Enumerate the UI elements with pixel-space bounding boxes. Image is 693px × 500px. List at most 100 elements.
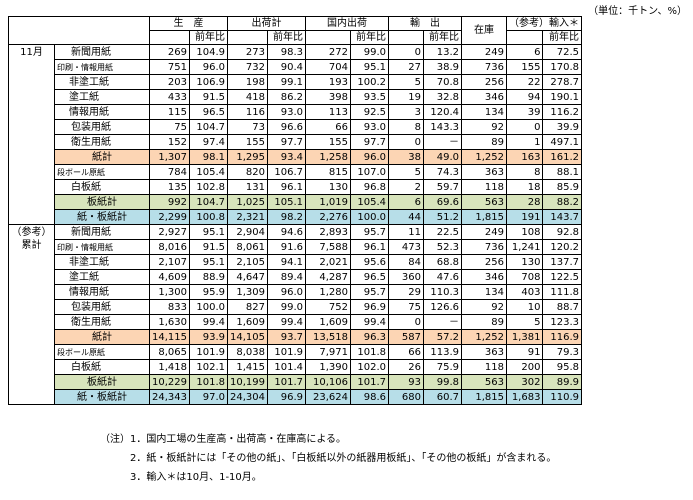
value-cell: 2,299 (149, 209, 190, 225)
value-cell: 7,971 (305, 344, 351, 360)
value-cell: 2,105 (227, 254, 268, 270)
value-cell: 49.0 (423, 149, 462, 165)
row-label: 白板紙 (54, 179, 150, 195)
value-cell: 99.1 (267, 74, 306, 90)
value-cell: 51.2 (423, 209, 462, 225)
value-cell: 1,609 (305, 314, 351, 330)
value-cell: 90.4 (267, 59, 306, 75)
value-cell: 827 (227, 299, 268, 315)
value-cell: 473 (388, 239, 424, 255)
value-cell: 88.7 (542, 299, 582, 315)
value-cell: 363 (461, 164, 507, 180)
column-header: 出荷計 (227, 16, 306, 31)
subheader-blank (305, 30, 351, 45)
table-row: 情報用紙 1,300 95.9 1,309 96.0 1,280 95.7 29 110.3 13… (9, 284, 582, 300)
value-cell: 96.9 (267, 389, 306, 405)
header-corner (8, 16, 150, 45)
value-cell: 1,019 (305, 194, 351, 210)
value-cell: 93.9 (189, 329, 228, 345)
row-label: 塗工紙 (54, 269, 150, 285)
value-cell: 3 (388, 104, 424, 120)
value-cell: 1,252 (461, 329, 507, 345)
value-cell: 95.1 (350, 59, 389, 75)
value-cell: 99.4 (267, 314, 306, 330)
value-cell: 1,258 (305, 149, 351, 165)
table-row: 包装用紙 75 104.7 73 96.6 66 93.0 8 143.3 92 0 39.9 (9, 119, 582, 135)
value-cell: 101.9 (267, 344, 306, 360)
value-cell: 736 (461, 239, 507, 255)
table-row: 紙計 1,307 98.1 1,295 93.4 1,258 96.0 38 49.0 1,252… (9, 149, 582, 165)
value-cell: 1,381 (505, 329, 544, 345)
value-cell: 75 (388, 299, 424, 315)
value-cell: 75 (149, 119, 190, 135)
value-cell: 2,927 (149, 224, 190, 240)
value-cell: 47.6 (423, 269, 462, 285)
value-cell: － (423, 314, 462, 330)
value-cell: 72.5 (542, 44, 582, 60)
value-cell: 433 (149, 89, 190, 105)
value-cell: 73 (227, 119, 268, 135)
value-cell: 96.8 (350, 179, 389, 195)
value-cell: 752 (305, 299, 351, 315)
value-cell: 5 (388, 164, 424, 180)
value-cell: 123.3 (542, 314, 582, 330)
value-cell: 398 (305, 89, 351, 105)
value-cell: 23,624 (305, 389, 351, 405)
value-cell: 98.6 (350, 389, 389, 405)
value-cell: 1,815 (461, 209, 507, 225)
column-header: 輸 出 (388, 16, 462, 31)
table-row: 非塗工紙 2,107 95.1 2,105 94.1 2,021 95.6 84 68.8 256… (9, 254, 582, 270)
table-row: 紙計 14,115 93.9 14,105 93.7 13,518 96.3 587 57.2 1… (9, 329, 582, 345)
value-cell: 120.4 (423, 104, 462, 120)
value-cell: 126.6 (423, 299, 462, 315)
value-cell: 13,518 (305, 329, 351, 345)
value-cell: 95.1 (189, 254, 228, 270)
value-cell: 88.1 (542, 164, 582, 180)
value-cell: 101.7 (350, 374, 389, 390)
value-cell: 98.1 (189, 149, 228, 165)
value-cell: 68.8 (423, 254, 462, 270)
subheader-blank (227, 30, 268, 45)
value-cell: 815 (305, 164, 351, 180)
value-cell: 26 (388, 359, 424, 375)
section-label: （参考） 累計 (8, 224, 55, 405)
value-cell: 4,647 (227, 269, 268, 285)
value-cell: 89.9 (542, 374, 582, 390)
row-label: 衛生用紙 (54, 134, 150, 150)
value-cell: 96.5 (189, 104, 228, 120)
value-cell: 403 (505, 284, 544, 300)
yoy-subheader: 前年比 (267, 30, 306, 45)
value-cell: 91.6 (267, 239, 306, 255)
value-cell: 96.0 (267, 284, 306, 300)
value-cell: 680 (388, 389, 424, 405)
value-cell: 113.9 (423, 344, 462, 360)
table-row: 包装用紙 833 100.0 827 99.0 752 96.9 75 126.6 92 10 88.… (9, 299, 582, 315)
value-cell: 2 (388, 179, 424, 195)
value-cell: 200 (505, 359, 544, 375)
value-cell: 1,241 (505, 239, 544, 255)
value-cell: 100.0 (350, 209, 389, 225)
value-cell: 108 (505, 224, 544, 240)
value-cell: 100.2 (350, 74, 389, 90)
value-cell: 1,280 (305, 284, 351, 300)
row-label: 非塗工紙 (54, 74, 150, 90)
table-row: 印刷・情報用紙 751 96.0 732 90.4 704 95.1 27 38.9 736 155… (9, 59, 582, 75)
value-cell: 1,300 (149, 284, 190, 300)
value-cell: 563 (461, 374, 507, 390)
value-cell: 2,107 (149, 254, 190, 270)
value-cell: 102.0 (350, 359, 389, 375)
value-cell: 5 (388, 74, 424, 90)
value-cell: 69.6 (423, 194, 462, 210)
value-cell: 97.7 (350, 134, 389, 150)
footnotes: （注）1．国内工場の生産高・出荷高・在庫高による。 2．紙・板紙計には「その他の… (100, 430, 556, 487)
value-cell: 106.7 (267, 164, 306, 180)
value-cell: 88.2 (542, 194, 582, 210)
value-cell: 94.1 (267, 254, 306, 270)
value-cell: 93.0 (350, 119, 389, 135)
value-cell: 99.4 (189, 314, 228, 330)
value-cell: 96.0 (189, 59, 228, 75)
value-cell: 93 (388, 374, 424, 390)
value-cell: 107.0 (350, 164, 389, 180)
value-cell: 113 (305, 104, 351, 120)
value-cell: 269 (149, 44, 190, 60)
